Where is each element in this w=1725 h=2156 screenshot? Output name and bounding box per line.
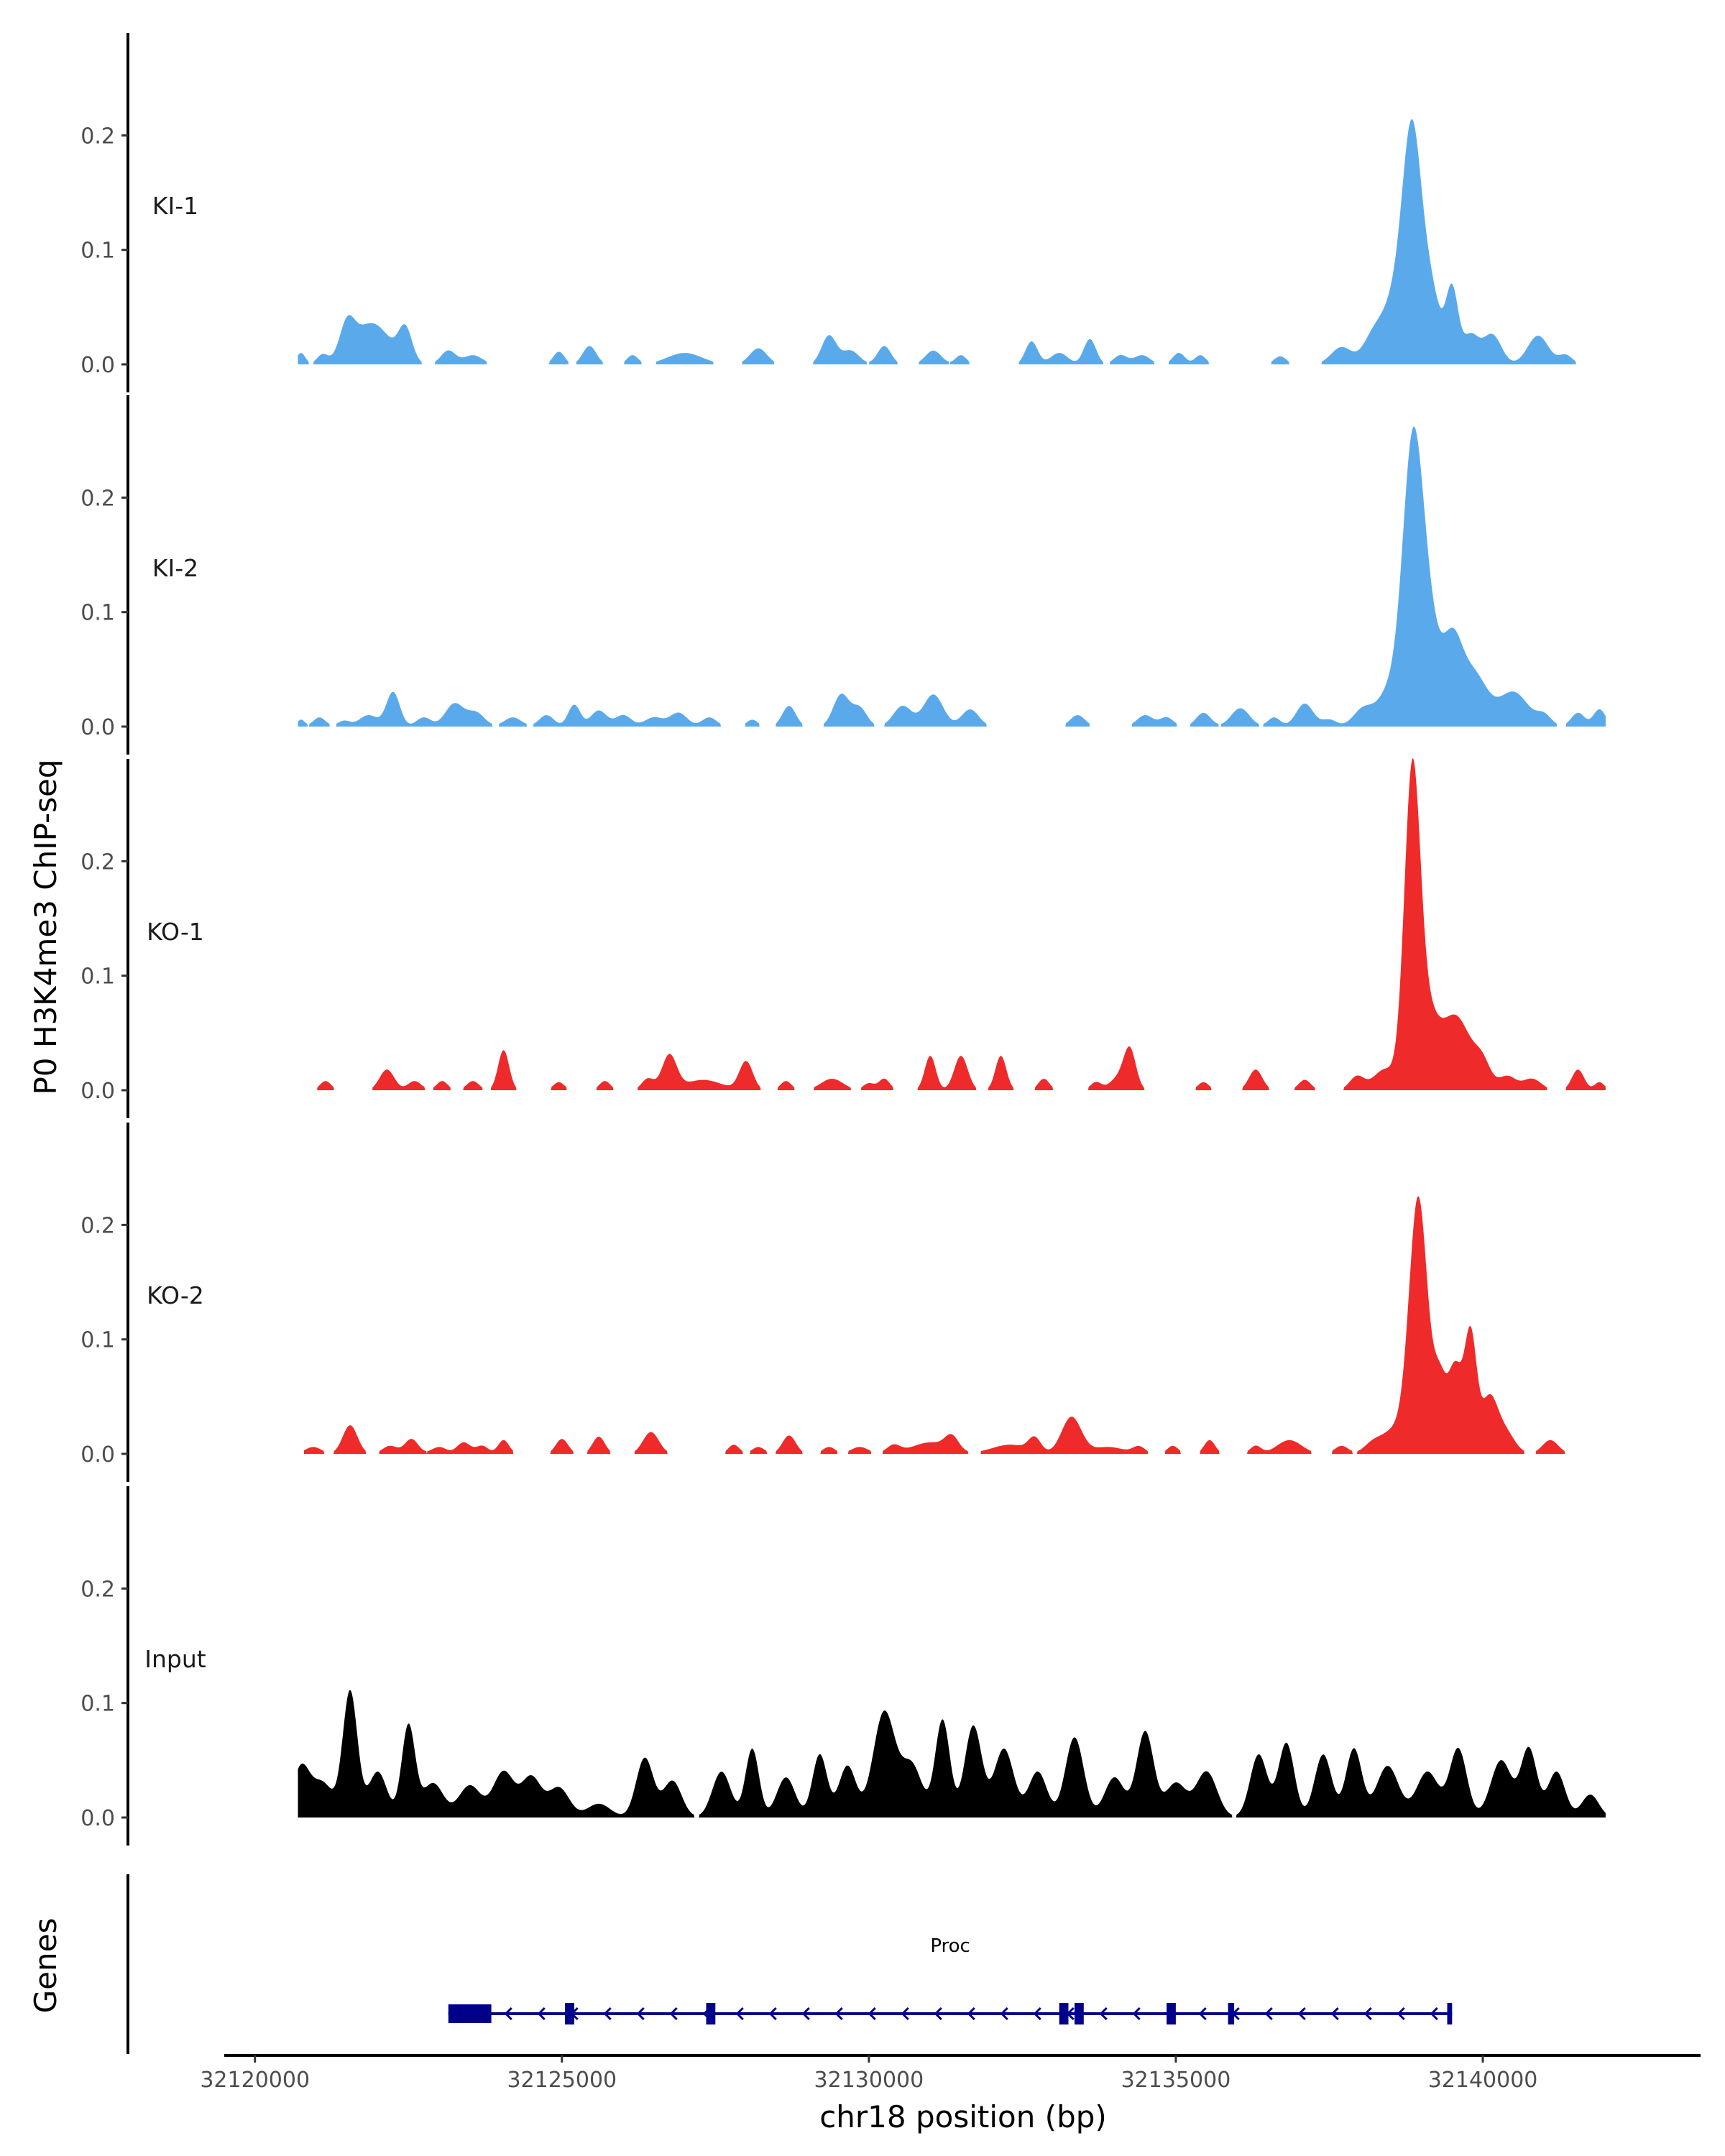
x-tick-label: 32120000 bbox=[200, 2068, 310, 2093]
track-label-ko-1: KO-1 bbox=[147, 918, 204, 946]
track-ko-1: 0.0 0.1 0.2 KO-1 bbox=[80, 758, 1606, 1118]
strand-arrow bbox=[636, 2007, 645, 2021]
track-input: 0.0 0.1 0.2 Input bbox=[80, 1486, 1606, 1846]
strand-arrow bbox=[603, 2007, 612, 2021]
y-tick-label: 0.1 bbox=[80, 1328, 115, 1353]
track-label-ki-1: KI-1 bbox=[152, 192, 198, 220]
exon-block bbox=[565, 2003, 574, 2024]
genes-axis-title: Genes bbox=[28, 1918, 63, 2014]
strand-arrow bbox=[1297, 2007, 1306, 2021]
y-tick-label: 0.1 bbox=[80, 601, 115, 626]
strand-arrow bbox=[768, 2007, 777, 2021]
strand-arrow bbox=[1000, 2007, 1008, 2021]
exon-block bbox=[1447, 2003, 1453, 2024]
exon-block bbox=[706, 2003, 716, 2024]
strand-arrow bbox=[669, 2007, 678, 2021]
strand-arrow bbox=[801, 2007, 810, 2021]
strand-arrow bbox=[901, 2007, 909, 2021]
strand-arrow bbox=[1430, 2007, 1438, 2021]
x-axis: 32120000 32125000 32130000 32135000 32140000 bbox=[200, 2054, 1701, 2093]
y-tick-label: 0.0 bbox=[80, 1806, 115, 1831]
track-label-ko-2: KO-2 bbox=[147, 1281, 204, 1309]
gene-panel: Proc bbox=[126, 1874, 1453, 2054]
strand-arrow bbox=[1330, 2007, 1339, 2021]
signal-area-ki-1 bbox=[298, 119, 1581, 365]
signal-area-input bbox=[298, 1690, 1606, 1818]
exon-block bbox=[1228, 2003, 1235, 2024]
track-ki-1: 0.0 0.1 0.2 KI-1 bbox=[80, 33, 1581, 392]
x-tick-label: 32130000 bbox=[814, 2068, 924, 2093]
strand-arrow bbox=[735, 2007, 744, 2021]
track-label-ki-2: KI-2 bbox=[152, 554, 198, 582]
track-label-input: Input bbox=[144, 1645, 206, 1673]
y-tick-label: 0.1 bbox=[80, 1692, 115, 1717]
exon-block bbox=[448, 2004, 492, 2023]
strand-arrow bbox=[1099, 2007, 1108, 2021]
x-tick-label: 32125000 bbox=[507, 2068, 617, 2093]
strand-arrow bbox=[1264, 2007, 1273, 2021]
signal-area-ki-2 bbox=[298, 426, 1606, 727]
track-ko-2: 0.0 0.1 0.2 KO-2 bbox=[80, 1123, 1581, 1482]
strand-arrow bbox=[868, 2007, 876, 2021]
signal-area-ko-2 bbox=[304, 1196, 1581, 1454]
y-tick-label: 0.0 bbox=[80, 1079, 115, 1104]
strand-arrow bbox=[537, 2007, 546, 2021]
y-axis-title: P0 H3K4me3 ChIP-seq bbox=[28, 759, 63, 1095]
strand-arrow bbox=[1198, 2007, 1207, 2021]
y-tick-label: 0.1 bbox=[80, 964, 115, 990]
exon-block bbox=[1167, 2003, 1176, 2024]
track-panels: 0.00.10.2KI-10.00.10.2KI-20.00.10.2KO-10… bbox=[80, 33, 1606, 1846]
strand-arrow bbox=[1132, 2007, 1141, 2021]
strand-arrow bbox=[504, 2007, 512, 2021]
track-ki-2: 0.0 0.1 0.2 KI-2 bbox=[80, 395, 1606, 755]
strand-arrow bbox=[934, 2007, 942, 2021]
y-tick-label: 0.1 bbox=[80, 239, 115, 264]
strand-arrow bbox=[967, 2007, 975, 2021]
gene-name-label: Proc bbox=[930, 1935, 970, 1957]
strand-arrow bbox=[834, 2007, 843, 2021]
strand-arrow bbox=[1397, 2007, 1405, 2021]
y-tick-label: 0.2 bbox=[80, 486, 115, 511]
y-tick-label: 0.2 bbox=[80, 849, 115, 875]
x-axis-title: chr18 position (bp) bbox=[819, 2099, 1107, 2134]
x-tick-label: 32140000 bbox=[1428, 2068, 1538, 2093]
exon-block bbox=[1059, 2003, 1069, 2024]
y-tick-label: 0.2 bbox=[80, 124, 115, 149]
signal-area-ko-1 bbox=[304, 758, 1606, 1090]
strand-arrow bbox=[1363, 2007, 1372, 2021]
y-tick-label: 0.2 bbox=[80, 1577, 115, 1602]
strand-arrow bbox=[1033, 2007, 1041, 2021]
y-tick-label: 0.0 bbox=[80, 1442, 115, 1468]
x-tick-label: 32135000 bbox=[1121, 2068, 1231, 2093]
exon-block bbox=[1075, 2003, 1084, 2024]
y-tick-label: 0.0 bbox=[80, 353, 115, 378]
y-tick-label: 0.2 bbox=[80, 1213, 115, 1238]
y-tick-label: 0.0 bbox=[80, 715, 115, 740]
